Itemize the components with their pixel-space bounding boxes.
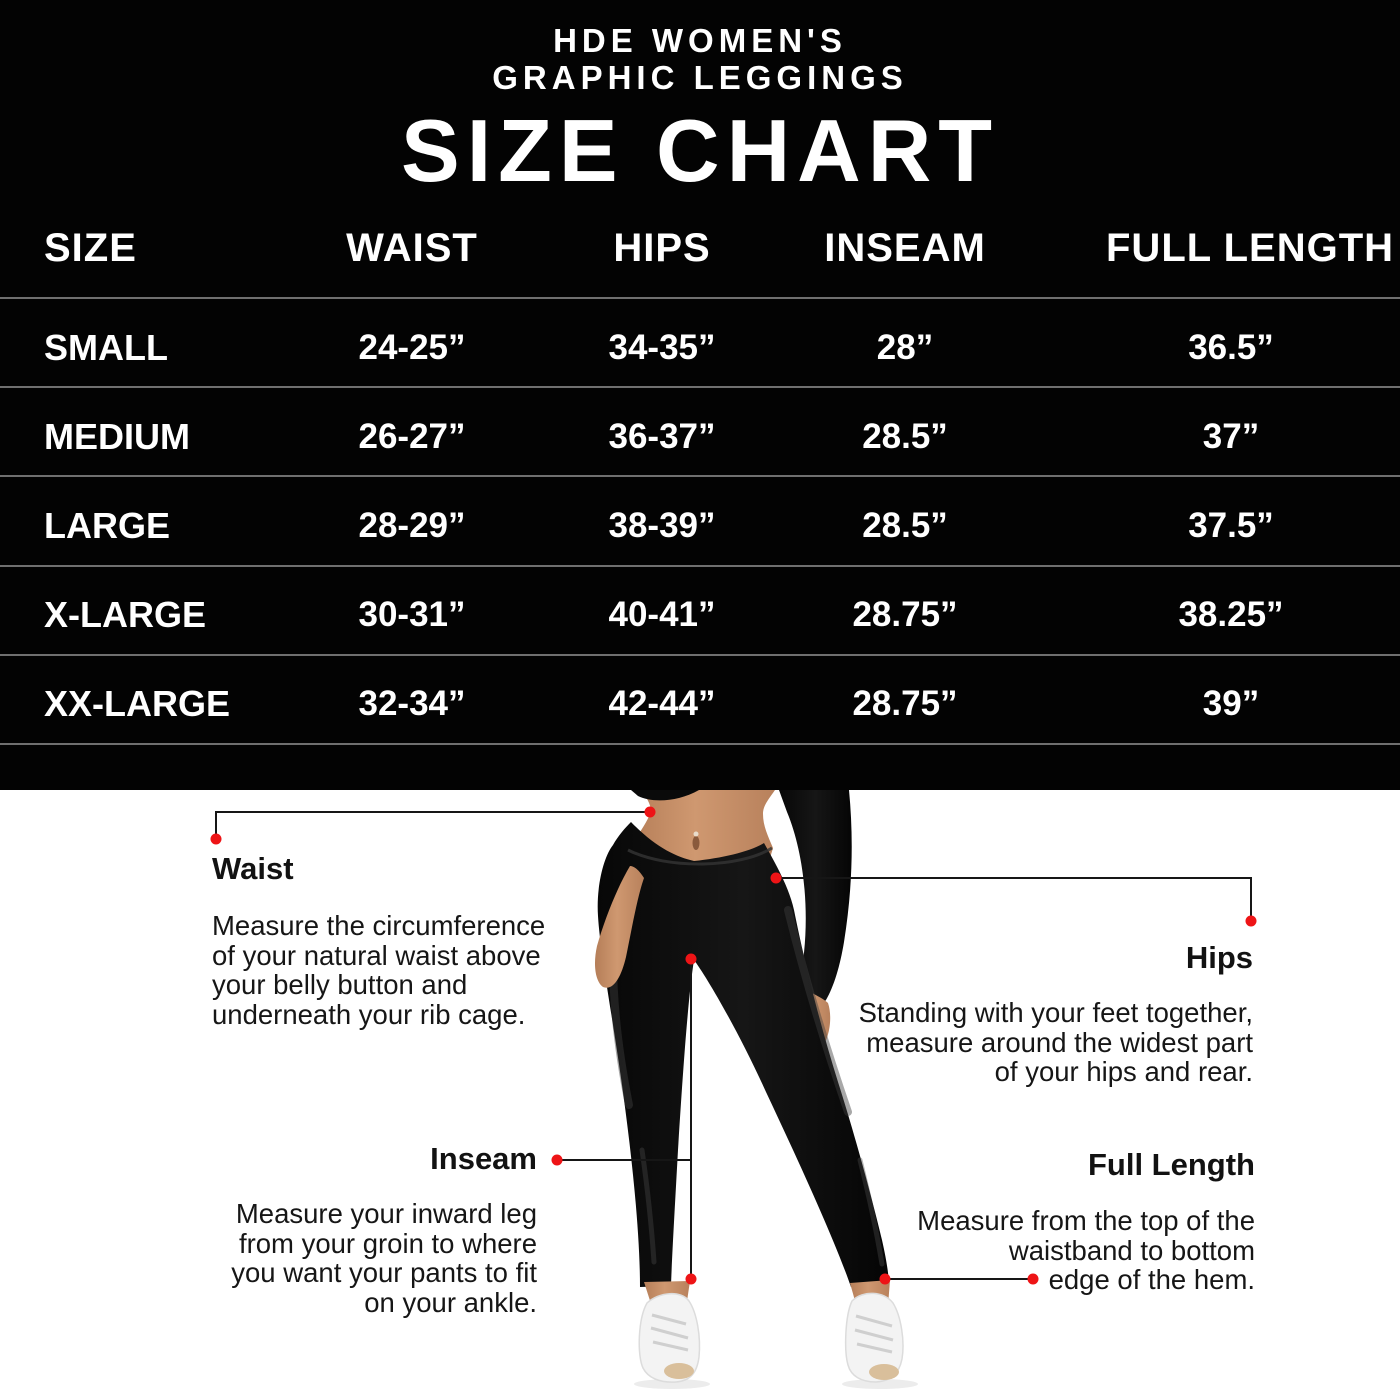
- inseam-value: 28”: [876, 327, 934, 367]
- table-row-xx-large: XX-LARGE 32-34” 42-44” 28.75” 39”: [0, 656, 1400, 745]
- page-title: SIZE CHART: [401, 101, 999, 200]
- column-header-size: SIZE: [44, 226, 137, 270]
- full-length-value: 37.5”: [1188, 505, 1274, 545]
- column-header-full-length: FULL LENGTH: [1106, 226, 1395, 270]
- full-length-dot-body: [879, 1273, 891, 1285]
- model-hand-left: [595, 866, 644, 988]
- size-label: X-LARGE: [44, 594, 206, 636]
- hips-annotation-text: Standing with your feet together, measur…: [858, 997, 1253, 1087]
- full-length-value: 37”: [1202, 416, 1260, 456]
- leggings: [597, 822, 889, 1287]
- waist-value: 30-31”: [358, 595, 466, 635]
- waist-leader: [210, 806, 656, 845]
- inseam-annotation-title: Inseam: [430, 1141, 537, 1176]
- inseam-dot-label: [551, 1154, 563, 1166]
- inseam-dot-groin: [685, 953, 697, 965]
- full-length-value: 36.5”: [1188, 327, 1274, 367]
- brand-line-1: HDE WOMEN'S: [553, 22, 847, 59]
- column-header-hips: HIPS: [613, 226, 711, 270]
- table-row-small: SMALL 24-25” 34-35” 28” 36.5”: [0, 299, 1400, 389]
- full-length-annotation-text: Measure from the top of the waistband to…: [917, 1205, 1255, 1295]
- size-label: SMALL: [44, 326, 168, 368]
- waist-value: 28-29”: [358, 505, 466, 545]
- navel: [692, 836, 700, 850]
- full-length-leader: [879, 1273, 1039, 1285]
- table-row-large: LARGE 28-29” 38-39” 28.5” 37.5”: [0, 477, 1400, 567]
- size-label: LARGE: [44, 504, 170, 546]
- waist-dot-body: [644, 806, 656, 818]
- size-table: SIZE WAIST HIPS INSEAM FULL LENGTH SMALL…: [0, 200, 1400, 745]
- inseam-annotation-text: Measure your inward leg from your groin …: [231, 1198, 537, 1318]
- leggings-sheen: [784, 906, 852, 1116]
- table-row-x-large: X-LARGE 30-31” 40-41” 28.75” 38.25”: [0, 567, 1400, 656]
- inseam-value: 28.75”: [852, 595, 958, 635]
- sleeve-arm: [779, 790, 852, 1006]
- size-label: MEDIUM: [44, 415, 190, 457]
- brand-line-2: GRAPHIC LEGGINGS: [492, 59, 908, 96]
- inseam-dot-ankle: [685, 1273, 697, 1285]
- full-length-dot-label: [1027, 1273, 1039, 1285]
- hips-dot-body: [770, 872, 782, 884]
- inseam-value: 28.5”: [862, 505, 948, 545]
- size-chart-panel: HDE WOMEN'S GRAPHIC LEGGINGS SIZE CHART …: [0, 0, 1400, 790]
- full-length-value: 39”: [1202, 684, 1260, 724]
- right-shoe: [844, 1292, 904, 1383]
- model-photo: [210, 790, 1257, 1389]
- full-length-annotation-title: Full Length: [1087, 1147, 1255, 1182]
- hips-value: 36-37”: [608, 416, 716, 456]
- leggings-sheen: [639, 1147, 657, 1265]
- hips-value: 42-44”: [608, 684, 716, 724]
- full-length-value: 38.25”: [1178, 595, 1284, 635]
- navel-piercing: [693, 831, 699, 837]
- waist-dot-label: [210, 833, 222, 845]
- size-label: XX-LARGE: [44, 683, 231, 725]
- table-row-medium: MEDIUM 26-27” 36-37” 28.5” 37”: [0, 388, 1400, 478]
- waist-value: 32-34”: [358, 684, 466, 724]
- left-shoe: [638, 1293, 701, 1383]
- leggings-sheen: [857, 1157, 885, 1267]
- waist-annotation-title: Waist: [212, 851, 294, 886]
- inseam-leader: [551, 953, 697, 1285]
- waist-value: 26-27”: [358, 416, 466, 456]
- table-header-row: SIZE WAIST HIPS INSEAM FULL LENGTH: [0, 200, 1400, 299]
- shoe-shadow: [842, 1379, 918, 1389]
- inseam-value: 28.5”: [862, 416, 948, 456]
- hips-annotation-title: Hips: [1185, 940, 1253, 975]
- crop-top: [631, 790, 699, 801]
- column-header-waist: WAIST: [346, 226, 478, 270]
- shoe-shadow: [634, 1379, 710, 1389]
- hips-leader: [770, 872, 1257, 927]
- inseam-value: 28.75”: [852, 684, 958, 724]
- waistband-seam: [627, 846, 773, 866]
- waist-value: 24-25”: [358, 327, 466, 367]
- hips-dot-label: [1245, 915, 1257, 927]
- column-header-inseam: INSEAM: [824, 226, 986, 270]
- hips-value: 38-39”: [608, 505, 716, 545]
- hips-value: 34-35”: [608, 327, 716, 367]
- hips-value: 40-41”: [608, 595, 716, 635]
- waist-annotation-text: Measure the circumference of your natura…: [212, 910, 546, 1030]
- model-torso: [630, 790, 775, 866]
